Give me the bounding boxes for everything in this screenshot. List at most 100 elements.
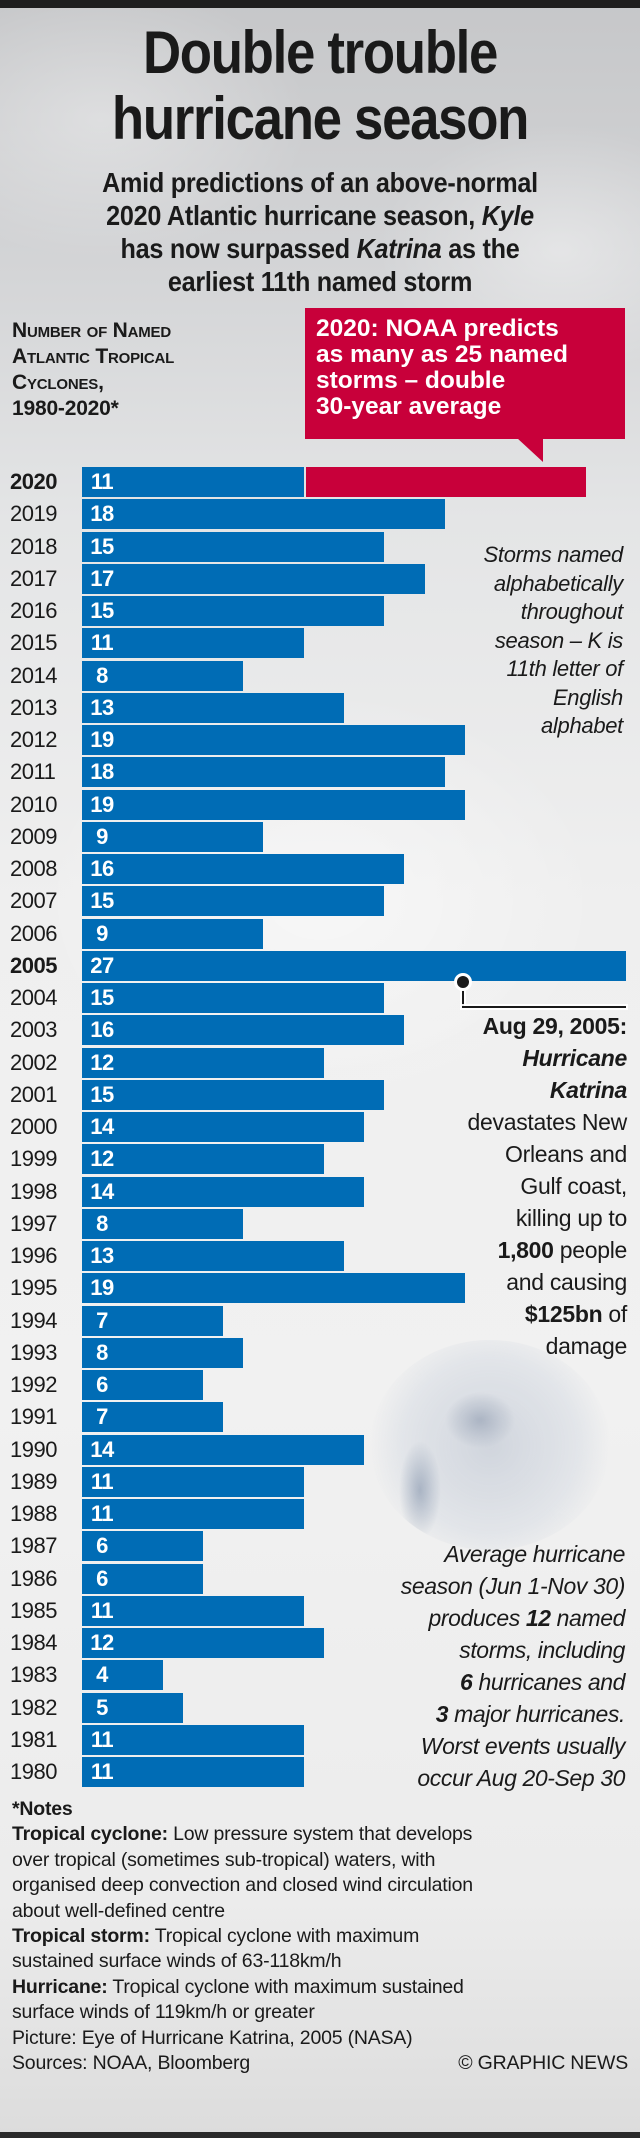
bar-1982	[82, 1692, 183, 1723]
bar-value-2007: 15	[90, 888, 114, 914]
katrina-pointer-line	[462, 982, 464, 1008]
average-line: storms, including	[459, 1637, 625, 1663]
katrina-line: devastates New	[467, 1109, 628, 1135]
bar-value-1998: 14	[90, 1178, 114, 1204]
storms-named-note: Storms named alphabetically throughout s…	[483, 541, 624, 741]
katrina-line: Orleans and	[505, 1141, 627, 1167]
bar-value-2005: 27	[90, 952, 114, 978]
note-definition: Tropical cyclone with maximum sustained	[107, 1975, 464, 1998]
year-label-1982: 1982	[10, 1694, 57, 1720]
bar-2006	[82, 918, 264, 949]
bar-value-2003: 16	[90, 1017, 114, 1043]
copyright: © GRAPHIC NEWS	[458, 2052, 628, 2075]
bar-value-2016: 15	[90, 598, 114, 623]
year-label-1988: 1988	[10, 1501, 57, 1526]
bar-1983	[82, 1660, 163, 1691]
bar-value-1989: 11	[90, 1468, 114, 1494]
bar-value-1987: 6	[96, 1533, 108, 1559]
average-line: named	[550, 1605, 626, 1631]
bar-1980	[82, 1757, 304, 1787]
bar-value-2014: 8	[96, 662, 108, 688]
bar-1990	[82, 1434, 365, 1465]
bar-value-1995: 19	[90, 1275, 114, 1301]
bar-value-2013: 13	[90, 694, 114, 720]
average-line: hurricanes and	[472, 1669, 625, 1695]
bar-value-2008: 16	[90, 856, 114, 881]
year-label-2017: 2017	[10, 565, 57, 591]
year-label-1985: 1985	[10, 1597, 57, 1623]
bar-value-2017: 17	[90, 565, 114, 591]
year-label-2011: 2011	[10, 759, 56, 785]
year-label-1987: 1987	[10, 1533, 57, 1559]
bar-value-2006: 9	[96, 920, 108, 946]
year-label-2019: 2019	[10, 501, 57, 527]
subtitle-line-3: has now surpassed Katrina as the	[32, 232, 608, 265]
callout-line: as many as 25 named	[316, 341, 568, 368]
year-label-1996: 1996	[10, 1243, 57, 1268]
bar-value-2002: 12	[90, 1049, 114, 1075]
bar-value-1994: 7	[96, 1307, 108, 1333]
year-label-1997: 1997	[10, 1210, 57, 1236]
bar-value-1984: 12	[90, 1630, 114, 1655]
year-label-2016: 2016	[10, 598, 57, 623]
bar-value-1982: 5	[96, 1694, 108, 1720]
katrina-pointer-line	[462, 1006, 626, 1008]
bar-value-2000: 14	[90, 1114, 114, 1139]
bar-1992	[82, 1370, 203, 1400]
bar-2014	[82, 660, 244, 691]
average-major-hurricanes: 3	[435, 1701, 449, 1727]
bar-2020	[82, 467, 304, 497]
bar-1999	[82, 1144, 324, 1175]
year-label-2005: 2005	[10, 952, 57, 978]
year-label-1998: 1998	[10, 1178, 57, 1204]
sources: Sources: NOAA, Bloomberg	[12, 2052, 250, 2075]
subtitle-storm-katrina: Katrina	[356, 233, 442, 264]
subtitle-text: has now surpassed	[120, 233, 357, 264]
note-line: Storms named	[483, 542, 624, 567]
bar-value-2010: 19	[90, 791, 114, 817]
note-line: season – K is	[494, 627, 623, 653]
bar-value-2011: 18	[90, 759, 114, 785]
title-line-1: Double trouble	[142, 19, 498, 86]
page-title: Double trouble hurricane season	[38, 20, 601, 152]
bar-2017	[82, 563, 425, 594]
year-label-1989: 1989	[10, 1468, 57, 1494]
year-label-2014: 2014	[10, 662, 57, 688]
katrina-name: Hurricane	[522, 1045, 627, 1071]
katrina-pointer-dot	[457, 976, 469, 988]
subtitle-text: 2020 Atlantic hurricane season,	[106, 200, 482, 231]
year-label-1984: 1984	[10, 1630, 57, 1655]
subtitle: Amid predictions of an above-normal 2020…	[32, 166, 608, 298]
note-line: alphabet	[540, 713, 623, 738]
bar-2018	[82, 531, 385, 562]
average-named-storms: 12	[525, 1605, 551, 1631]
bar-1987	[82, 1531, 203, 1562]
bar-2016	[82, 596, 385, 626]
bar-value-1981: 11	[90, 1726, 114, 1752]
average-hurricanes: 6	[460, 1669, 473, 1695]
bar-1996	[82, 1241, 344, 1271]
year-label-1999: 1999	[10, 1146, 57, 1172]
year-label-2018: 2018	[10, 533, 57, 559]
katrina-line: and causing	[506, 1269, 627, 1295]
bar-value-1988: 11	[90, 1501, 114, 1526]
year-label-1980: 1980	[10, 1759, 57, 1784]
chart-heading-years: 1980-2020*	[12, 397, 119, 420]
average-line: Worst events usually	[420, 1733, 626, 1759]
note-term: Hurricane:	[12, 1975, 108, 1998]
year-label-2010: 2010	[10, 791, 57, 817]
bar-2013	[82, 692, 344, 723]
katrina-line: people	[553, 1237, 628, 1263]
chart-heading: Number of Named Atlantic Tropical Cyclon…	[12, 318, 174, 422]
bar-1985	[82, 1595, 304, 1626]
subtitle-line-2: 2020 Atlantic hurricane season, Kyle	[32, 199, 608, 232]
year-label-1986: 1986	[10, 1565, 57, 1591]
year-label-2002: 2002	[10, 1049, 57, 1075]
bar-2015	[82, 628, 304, 659]
bar-1995	[82, 1273, 465, 1304]
year-label-2012: 2012	[10, 727, 57, 752]
bar-1986	[82, 1563, 203, 1594]
chart-heading-line: Number of Named	[12, 319, 171, 342]
bar-1989	[82, 1466, 304, 1497]
bar-value-1997: 8	[96, 1210, 108, 1236]
